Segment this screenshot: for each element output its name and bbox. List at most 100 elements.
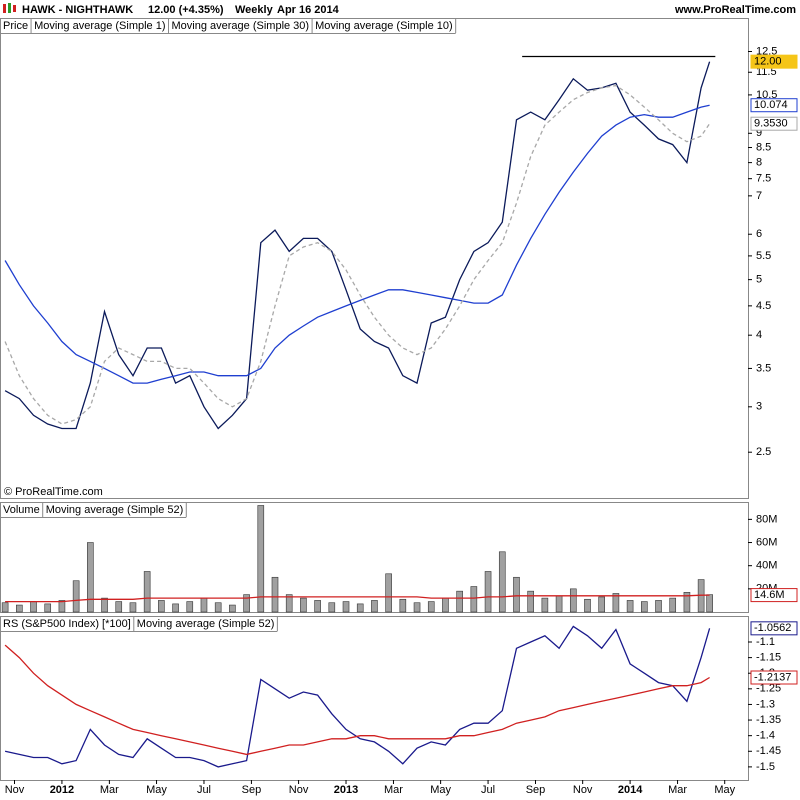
y-tick-label: 40M <box>756 560 777 572</box>
value-tag <box>750 621 798 636</box>
x-tick-label: 2014 <box>618 784 643 796</box>
value-tag <box>750 670 798 685</box>
period: Weekly <box>235 4 274 16</box>
y-tick-label: 5.5 <box>756 250 771 262</box>
y-tick-label: 4.5 <box>756 300 771 312</box>
volume-bar <box>683 592 691 613</box>
volume-bar <box>498 551 506 613</box>
value-tag-label: 14.6M <box>754 589 785 601</box>
volume-bar <box>584 598 591 613</box>
volume-bar <box>214 602 222 613</box>
volume-bar <box>456 590 463 613</box>
copyright: © ProRealTime.com <box>4 486 103 498</box>
volume-bar <box>569 588 577 613</box>
value-tag <box>750 54 798 69</box>
volume-bar <box>371 600 378 613</box>
y-tick-label: 9 <box>756 127 762 139</box>
volume-bar <box>655 600 662 613</box>
volume-bar <box>58 600 66 613</box>
volume-bar <box>541 597 549 613</box>
series-line <box>4 84 711 425</box>
volume-bar <box>442 597 449 613</box>
volume-bar <box>300 597 307 613</box>
volume-bar <box>342 601 350 613</box>
legend-item: Price <box>3 20 28 32</box>
volume-bar <box>101 597 108 613</box>
x-tick-label: 2012 <box>50 784 74 796</box>
x-tick-label: Jul <box>197 784 211 796</box>
y-tick-label: 7 <box>756 190 762 202</box>
volume-bar <box>16 604 23 613</box>
y-tick-label: 80M <box>756 513 777 525</box>
x-tick-label: Mar <box>384 784 403 796</box>
volume-bar <box>172 603 179 613</box>
y-tick-label: -1.35 <box>756 714 781 726</box>
value-tag <box>750 98 798 113</box>
x-tick-label: Nov <box>573 784 593 796</box>
panel-frame <box>0 616 749 781</box>
value-tag <box>750 116 798 131</box>
volume-bar <box>328 602 336 613</box>
y-tick-label: 11.5 <box>756 66 777 78</box>
volume-bar <box>356 603 364 613</box>
volume-bar <box>30 601 37 613</box>
volume-bar <box>555 595 563 613</box>
y-tick-label: 10.5 <box>756 89 777 101</box>
series-line <box>4 61 711 430</box>
x-tick-label: May <box>714 784 735 796</box>
x-tick-label: Sep <box>526 784 546 796</box>
legend-item: RS (S&P500 Index) [*100] <box>3 618 131 630</box>
volume-bar <box>612 593 620 613</box>
x-tick-label: Jul <box>481 784 495 796</box>
volume-bar <box>229 604 236 613</box>
x-tick-label: Nov <box>289 784 309 796</box>
value-tag-label: -1.0562 <box>754 622 791 634</box>
y-tick-label: 8.5 <box>756 141 771 153</box>
legend-item: Moving average (Simple 1) <box>34 20 165 32</box>
volume-bar <box>115 601 123 613</box>
y-tick-label: 3 <box>756 401 762 413</box>
volume-bar <box>314 600 321 613</box>
logo-icon <box>13 5 16 12</box>
volume-bar <box>87 542 94 613</box>
legend-item: Moving average (Simple 30) <box>172 20 310 32</box>
volume-bar <box>484 571 492 613</box>
x-tick-label: Mar <box>668 784 687 796</box>
y-tick-label: -1.4 <box>756 730 775 742</box>
volume-bar <box>143 571 151 613</box>
volume-bar <box>706 594 713 613</box>
volume-bar <box>513 576 520 613</box>
volume-bar <box>186 601 194 613</box>
value-tag-label: -1.2137 <box>754 671 791 683</box>
volume-bar <box>129 602 137 613</box>
legend-item: Moving average (Simple 52) <box>137 618 275 630</box>
legend-item: Moving average (Simple 10) <box>315 20 453 32</box>
x-tick-label: May <box>146 784 167 796</box>
volume-bar <box>385 573 392 613</box>
volume-bar <box>669 597 677 613</box>
volume-bar <box>427 601 435 613</box>
volume-bar <box>158 600 165 613</box>
x-tick-label: May <box>430 784 451 796</box>
y-tick-label: 5 <box>756 274 762 286</box>
panel-frame <box>0 18 749 499</box>
volume-bar <box>72 580 80 613</box>
volume-bar <box>413 602 421 613</box>
volume-bar <box>641 601 648 613</box>
volume-bar <box>626 600 634 613</box>
x-tick-label: 2013 <box>334 784 358 796</box>
y-tick-label: -1.5 <box>756 761 775 773</box>
volume-bar <box>243 594 250 613</box>
legend-item: Moving average (Simple 52) <box>46 504 184 516</box>
y-tick-label: 2.5 <box>756 446 771 458</box>
series-line <box>5 594 710 603</box>
value-tag-label: 9.3530 <box>754 118 788 130</box>
legend-item: Volume <box>3 504 40 516</box>
symbol: HAWK - NIGHTHAWK <box>22 4 133 16</box>
y-tick-label: -1.15 <box>756 652 781 664</box>
volume-bar <box>598 596 605 613</box>
value-tag <box>750 588 798 603</box>
y-tick-label: 6 <box>756 228 762 240</box>
